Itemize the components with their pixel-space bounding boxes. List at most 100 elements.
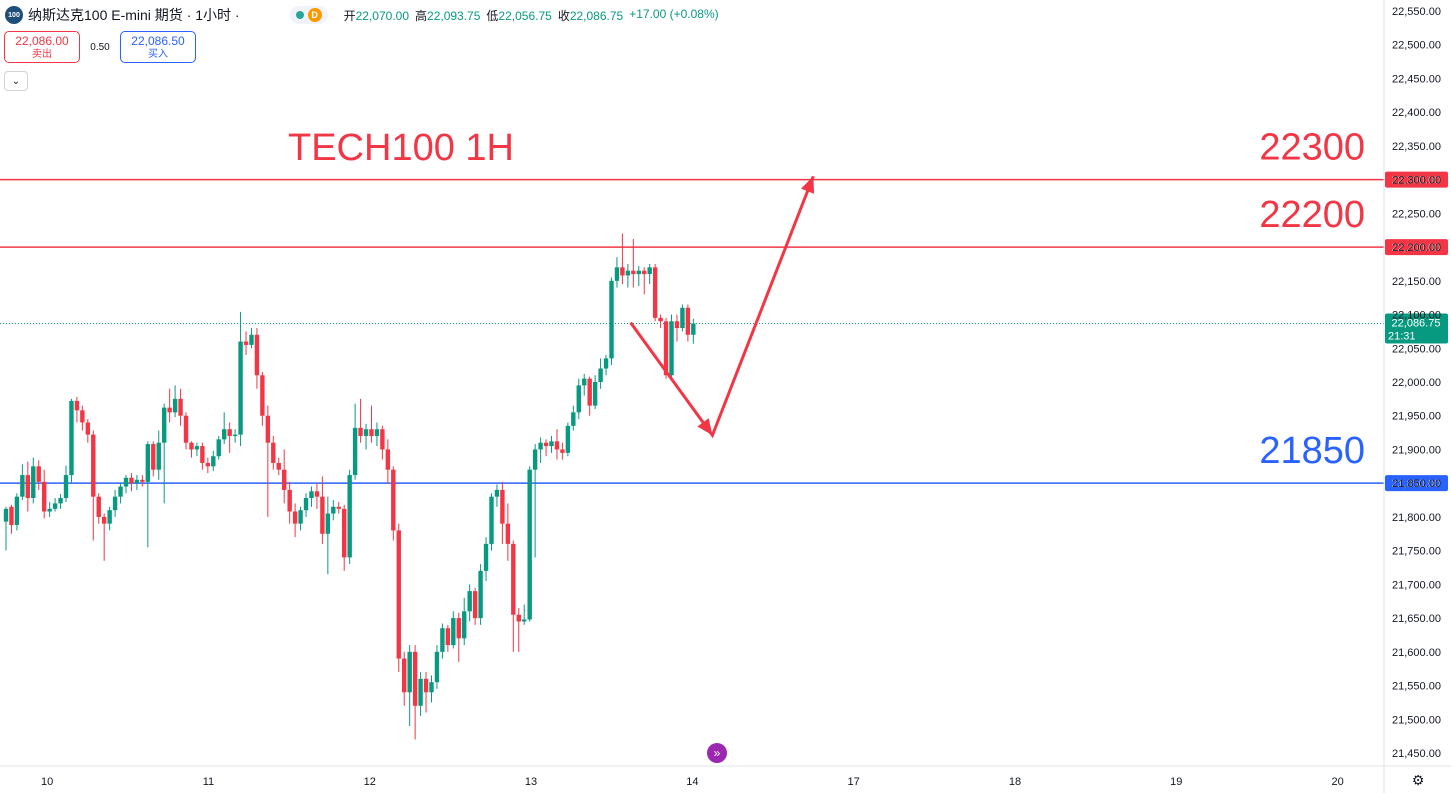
candle bbox=[161, 403, 167, 504]
candle-body bbox=[52, 503, 58, 509]
candle-body bbox=[331, 506, 336, 514]
candle bbox=[505, 503, 511, 561]
settings-button[interactable]: ⚙ bbox=[1409, 772, 1427, 790]
candle bbox=[36, 460, 41, 490]
candle-body bbox=[462, 611, 467, 639]
level-annotation: 22200 bbox=[1259, 194, 1365, 236]
buy-button[interactable]: 22,086.50 买入 bbox=[120, 31, 196, 63]
candle-body bbox=[58, 498, 63, 504]
candle bbox=[674, 314, 680, 342]
candle-body bbox=[31, 466, 36, 499]
candle-body bbox=[232, 434, 238, 436]
candle bbox=[380, 425, 385, 460]
candle bbox=[194, 442, 200, 457]
candle bbox=[598, 358, 603, 389]
candle-body bbox=[265, 415, 271, 443]
arrow-head-down bbox=[697, 418, 713, 436]
candle bbox=[200, 442, 205, 470]
candle bbox=[260, 371, 265, 426]
candle-body bbox=[112, 496, 118, 511]
candle-body bbox=[211, 456, 216, 467]
candle bbox=[123, 475, 129, 494]
candle-body bbox=[227, 429, 232, 436]
symbol-title[interactable]: 纳斯达克100 E-mini 期货 · 1小时 · bbox=[28, 7, 240, 23]
candle bbox=[680, 304, 685, 332]
level-price-tag bbox=[1385, 475, 1448, 492]
candle bbox=[571, 405, 576, 431]
y-tick-label: 22,350.00 bbox=[1392, 141, 1441, 153]
candle-body bbox=[183, 415, 189, 443]
candle bbox=[74, 396, 80, 423]
candle-body bbox=[292, 511, 298, 524]
y-tick-label: 21,700.00 bbox=[1392, 579, 1441, 591]
candle bbox=[407, 645, 412, 727]
candle-body bbox=[532, 449, 538, 470]
candle-body bbox=[412, 651, 418, 706]
candle bbox=[47, 502, 52, 517]
candle bbox=[412, 645, 418, 740]
candle-body bbox=[243, 341, 249, 345]
candle-body bbox=[140, 479, 145, 482]
market-status[interactable]: D bbox=[289, 6, 328, 24]
candle bbox=[494, 484, 500, 507]
candle bbox=[642, 267, 647, 295]
candle-body bbox=[325, 513, 331, 534]
y-tick-label: 21,800.00 bbox=[1392, 512, 1441, 524]
candle bbox=[527, 466, 532, 622]
candle-body bbox=[571, 412, 576, 426]
candle-body bbox=[691, 323, 696, 335]
candle bbox=[363, 423, 369, 450]
candle bbox=[631, 238, 636, 288]
candle-body bbox=[429, 682, 434, 693]
candle bbox=[511, 540, 516, 652]
candle bbox=[489, 493, 494, 551]
candle-body bbox=[511, 543, 516, 615]
goto-realtime-button[interactable]: » bbox=[707, 743, 727, 763]
candle-body bbox=[592, 382, 598, 406]
candle-body bbox=[309, 491, 314, 499]
candle bbox=[685, 304, 691, 342]
candle-body bbox=[80, 410, 85, 423]
candle-body bbox=[522, 619, 527, 622]
candle-body bbox=[303, 498, 309, 511]
candle bbox=[456, 612, 461, 662]
candle-body bbox=[396, 530, 401, 659]
y-tick-label: 22,550.00 bbox=[1392, 6, 1441, 18]
y-tick-label: 22,100.00 bbox=[1392, 310, 1441, 322]
candle-body bbox=[614, 267, 620, 281]
candle-body bbox=[91, 434, 96, 497]
candle bbox=[652, 263, 658, 322]
level-annotation: 21850 bbox=[1259, 430, 1365, 472]
ohlc-low: 低22,056.75 bbox=[486, 8, 552, 23]
chevron-down-icon: ⌄ bbox=[11, 75, 21, 87]
level-price-tag bbox=[1385, 171, 1448, 188]
candle bbox=[96, 493, 101, 524]
candle-body bbox=[467, 591, 472, 612]
candle bbox=[647, 263, 652, 285]
candle-body bbox=[674, 321, 680, 329]
sell-button[interactable]: 22,086.00 卖出 bbox=[4, 31, 80, 63]
y-tick-label: 22,300.00 bbox=[1392, 175, 1441, 187]
y-tick-label: 21,450.00 bbox=[1392, 748, 1441, 760]
candle-body bbox=[451, 618, 456, 646]
candle bbox=[282, 449, 287, 504]
candle bbox=[669, 314, 674, 379]
buy-label: 买入 bbox=[148, 49, 168, 60]
candle bbox=[532, 444, 538, 558]
goto-realtime-icon: » bbox=[713, 746, 721, 760]
candle-body bbox=[342, 508, 347, 558]
candle bbox=[91, 430, 96, 541]
candle-body bbox=[189, 442, 194, 450]
y-tick-label: 22,400.00 bbox=[1392, 107, 1441, 119]
candle-body bbox=[172, 398, 178, 413]
candle bbox=[20, 464, 25, 501]
candle bbox=[320, 476, 325, 544]
candle-body bbox=[652, 267, 658, 318]
candle bbox=[565, 422, 571, 457]
collapse-button[interactable]: ⌄ bbox=[4, 71, 28, 91]
x-tick-label: 19 bbox=[1170, 776, 1182, 788]
candle bbox=[292, 503, 298, 538]
candle-body bbox=[123, 477, 129, 487]
candle-body bbox=[663, 321, 669, 376]
